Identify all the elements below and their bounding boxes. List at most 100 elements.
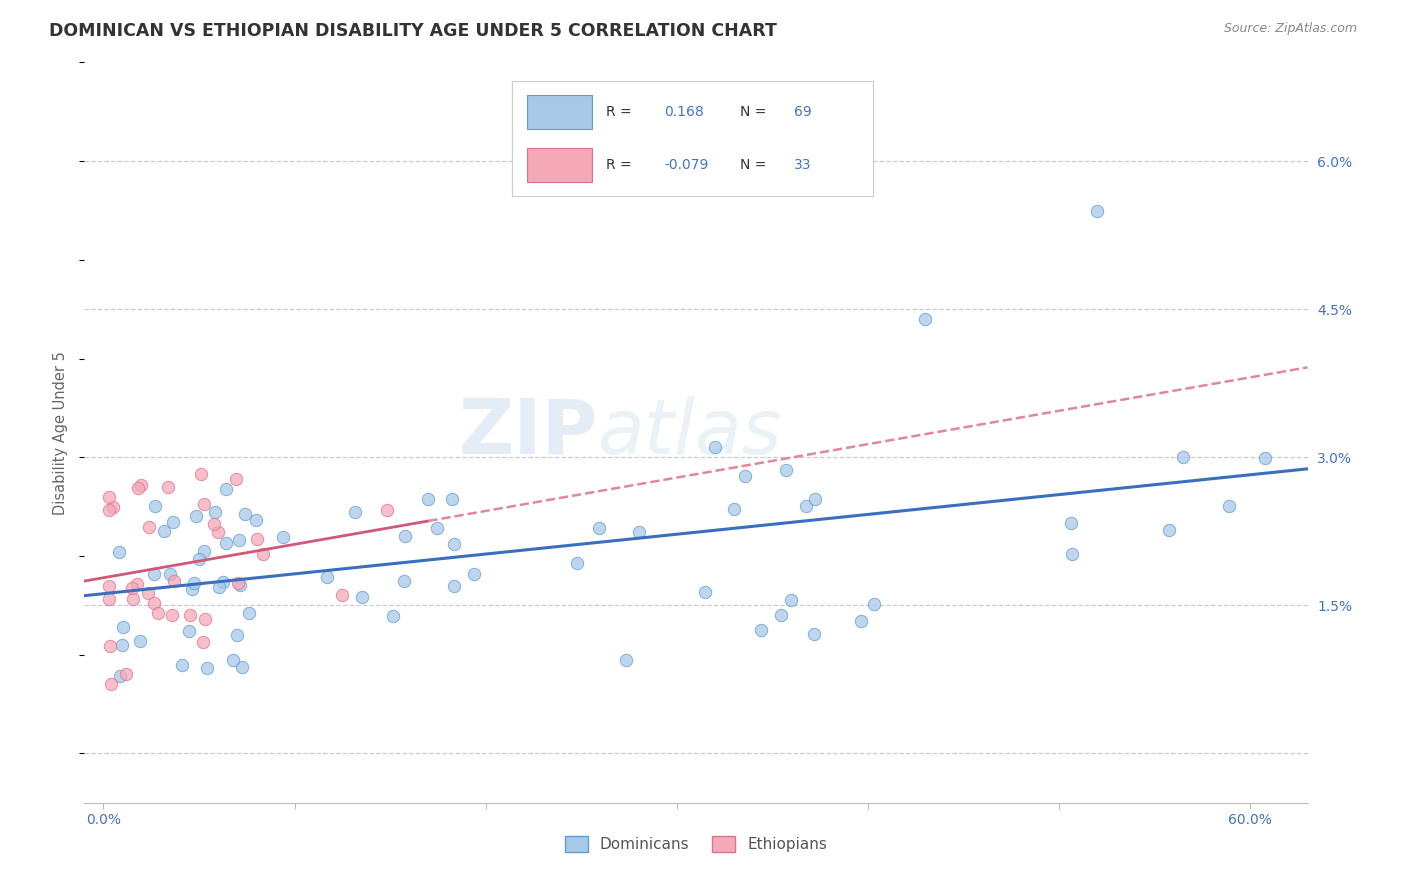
Point bbox=[207, 580, 229, 594]
Point bbox=[98, 639, 121, 653]
Point bbox=[588, 521, 610, 535]
Point bbox=[794, 499, 817, 513]
Point bbox=[914, 312, 936, 326]
Point bbox=[315, 570, 337, 584]
Point bbox=[163, 574, 186, 588]
Point bbox=[1157, 523, 1180, 537]
Point bbox=[228, 575, 250, 590]
Point bbox=[426, 521, 449, 535]
Point bbox=[143, 499, 166, 513]
Point bbox=[614, 653, 637, 667]
Point bbox=[211, 575, 233, 590]
Point bbox=[110, 668, 132, 682]
Point bbox=[193, 544, 215, 558]
Point bbox=[193, 635, 215, 649]
Point bbox=[231, 660, 253, 674]
Point bbox=[245, 532, 267, 546]
Point bbox=[101, 500, 124, 514]
Point bbox=[443, 579, 465, 593]
Point bbox=[350, 590, 373, 604]
Point bbox=[734, 468, 756, 483]
Point bbox=[252, 547, 274, 561]
Point bbox=[202, 517, 225, 532]
Point bbox=[159, 566, 181, 581]
Point bbox=[184, 508, 207, 523]
Point bbox=[441, 492, 464, 507]
Point bbox=[271, 530, 294, 544]
Point bbox=[162, 515, 184, 529]
Point bbox=[849, 614, 872, 628]
Point bbox=[183, 576, 205, 591]
Point bbox=[121, 591, 143, 606]
Point bbox=[138, 520, 160, 534]
Point bbox=[1062, 547, 1084, 561]
Point bbox=[394, 529, 416, 543]
Point bbox=[565, 556, 588, 570]
Point bbox=[803, 627, 825, 641]
Point bbox=[98, 579, 121, 593]
Point bbox=[751, 623, 773, 637]
Point bbox=[228, 533, 250, 547]
Point bbox=[179, 608, 201, 623]
Point bbox=[330, 588, 353, 602]
Y-axis label: Disability Age Under 5: Disability Age Under 5 bbox=[53, 351, 69, 515]
Point bbox=[775, 463, 797, 477]
Point bbox=[1171, 450, 1194, 465]
Point bbox=[156, 480, 179, 494]
Point bbox=[245, 513, 267, 527]
Point bbox=[1254, 451, 1277, 466]
Point bbox=[129, 477, 152, 491]
Text: ZIP: ZIP bbox=[458, 396, 598, 469]
Point bbox=[1085, 203, 1108, 218]
Point bbox=[181, 582, 204, 596]
Point bbox=[238, 607, 260, 621]
Point bbox=[190, 467, 212, 482]
Point bbox=[136, 586, 159, 600]
Point bbox=[416, 491, 439, 506]
Point bbox=[98, 591, 121, 606]
Point bbox=[129, 633, 152, 648]
Point bbox=[143, 596, 166, 610]
Point bbox=[344, 505, 367, 519]
Point bbox=[779, 593, 801, 607]
Legend: Dominicans, Ethiopians: Dominicans, Ethiopians bbox=[558, 830, 834, 858]
Point bbox=[229, 578, 252, 592]
Point bbox=[225, 628, 247, 642]
Point bbox=[111, 638, 134, 652]
Point bbox=[804, 492, 827, 507]
Point bbox=[121, 581, 143, 595]
Point bbox=[153, 524, 176, 539]
Point bbox=[207, 524, 229, 539]
Point bbox=[111, 620, 134, 634]
Point bbox=[127, 576, 149, 591]
Point bbox=[627, 524, 650, 539]
Point bbox=[115, 667, 138, 681]
Point bbox=[98, 503, 121, 517]
Point bbox=[107, 544, 129, 558]
Point bbox=[225, 472, 247, 486]
Point bbox=[187, 551, 209, 566]
Point bbox=[172, 657, 194, 672]
Point bbox=[769, 607, 792, 622]
Point bbox=[233, 507, 256, 521]
Point bbox=[204, 505, 226, 519]
Point bbox=[195, 661, 218, 675]
Point bbox=[142, 566, 165, 581]
Point bbox=[98, 490, 121, 504]
Point bbox=[443, 537, 465, 551]
Point bbox=[463, 567, 485, 582]
Point bbox=[215, 535, 238, 549]
Point bbox=[222, 653, 245, 667]
Point bbox=[215, 482, 238, 496]
Text: atlas: atlas bbox=[598, 396, 783, 469]
Point bbox=[375, 503, 398, 517]
Point bbox=[177, 624, 200, 639]
Point bbox=[392, 574, 415, 589]
Point bbox=[382, 608, 405, 623]
Point bbox=[1218, 499, 1240, 513]
Point bbox=[695, 585, 717, 599]
Point bbox=[127, 481, 149, 495]
Text: Source: ZipAtlas.com: Source: ZipAtlas.com bbox=[1223, 22, 1357, 36]
Text: DOMINICAN VS ETHIOPIAN DISABILITY AGE UNDER 5 CORRELATION CHART: DOMINICAN VS ETHIOPIAN DISABILITY AGE UN… bbox=[49, 22, 778, 40]
Point bbox=[194, 613, 217, 627]
